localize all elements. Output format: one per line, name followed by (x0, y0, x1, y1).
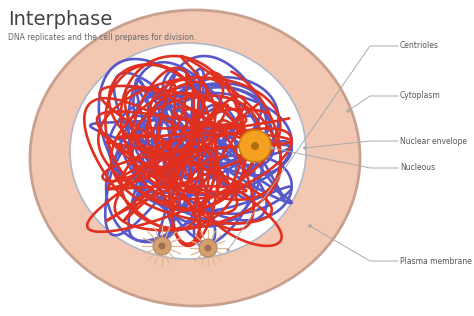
Text: Centrioles: Centrioles (400, 41, 439, 51)
Circle shape (204, 245, 211, 252)
Text: Plasma membrane: Plasma membrane (400, 257, 472, 265)
Circle shape (153, 237, 171, 255)
Circle shape (158, 242, 165, 250)
Text: Nuclear envelope: Nuclear envelope (400, 137, 467, 145)
Circle shape (308, 224, 312, 228)
Text: Interphase: Interphase (8, 10, 112, 29)
Circle shape (199, 239, 217, 257)
Ellipse shape (30, 10, 360, 306)
Circle shape (270, 146, 274, 150)
Circle shape (226, 248, 230, 252)
Ellipse shape (70, 43, 306, 259)
Circle shape (303, 146, 307, 150)
Text: Cytoplasm: Cytoplasm (400, 92, 441, 100)
Ellipse shape (105, 133, 165, 223)
Text: DNA replicates and the cell prepares for division.: DNA replicates and the cell prepares for… (8, 33, 196, 42)
Circle shape (346, 109, 350, 113)
Circle shape (251, 142, 259, 150)
Circle shape (239, 130, 271, 162)
Text: Nucleous: Nucleous (400, 163, 435, 173)
